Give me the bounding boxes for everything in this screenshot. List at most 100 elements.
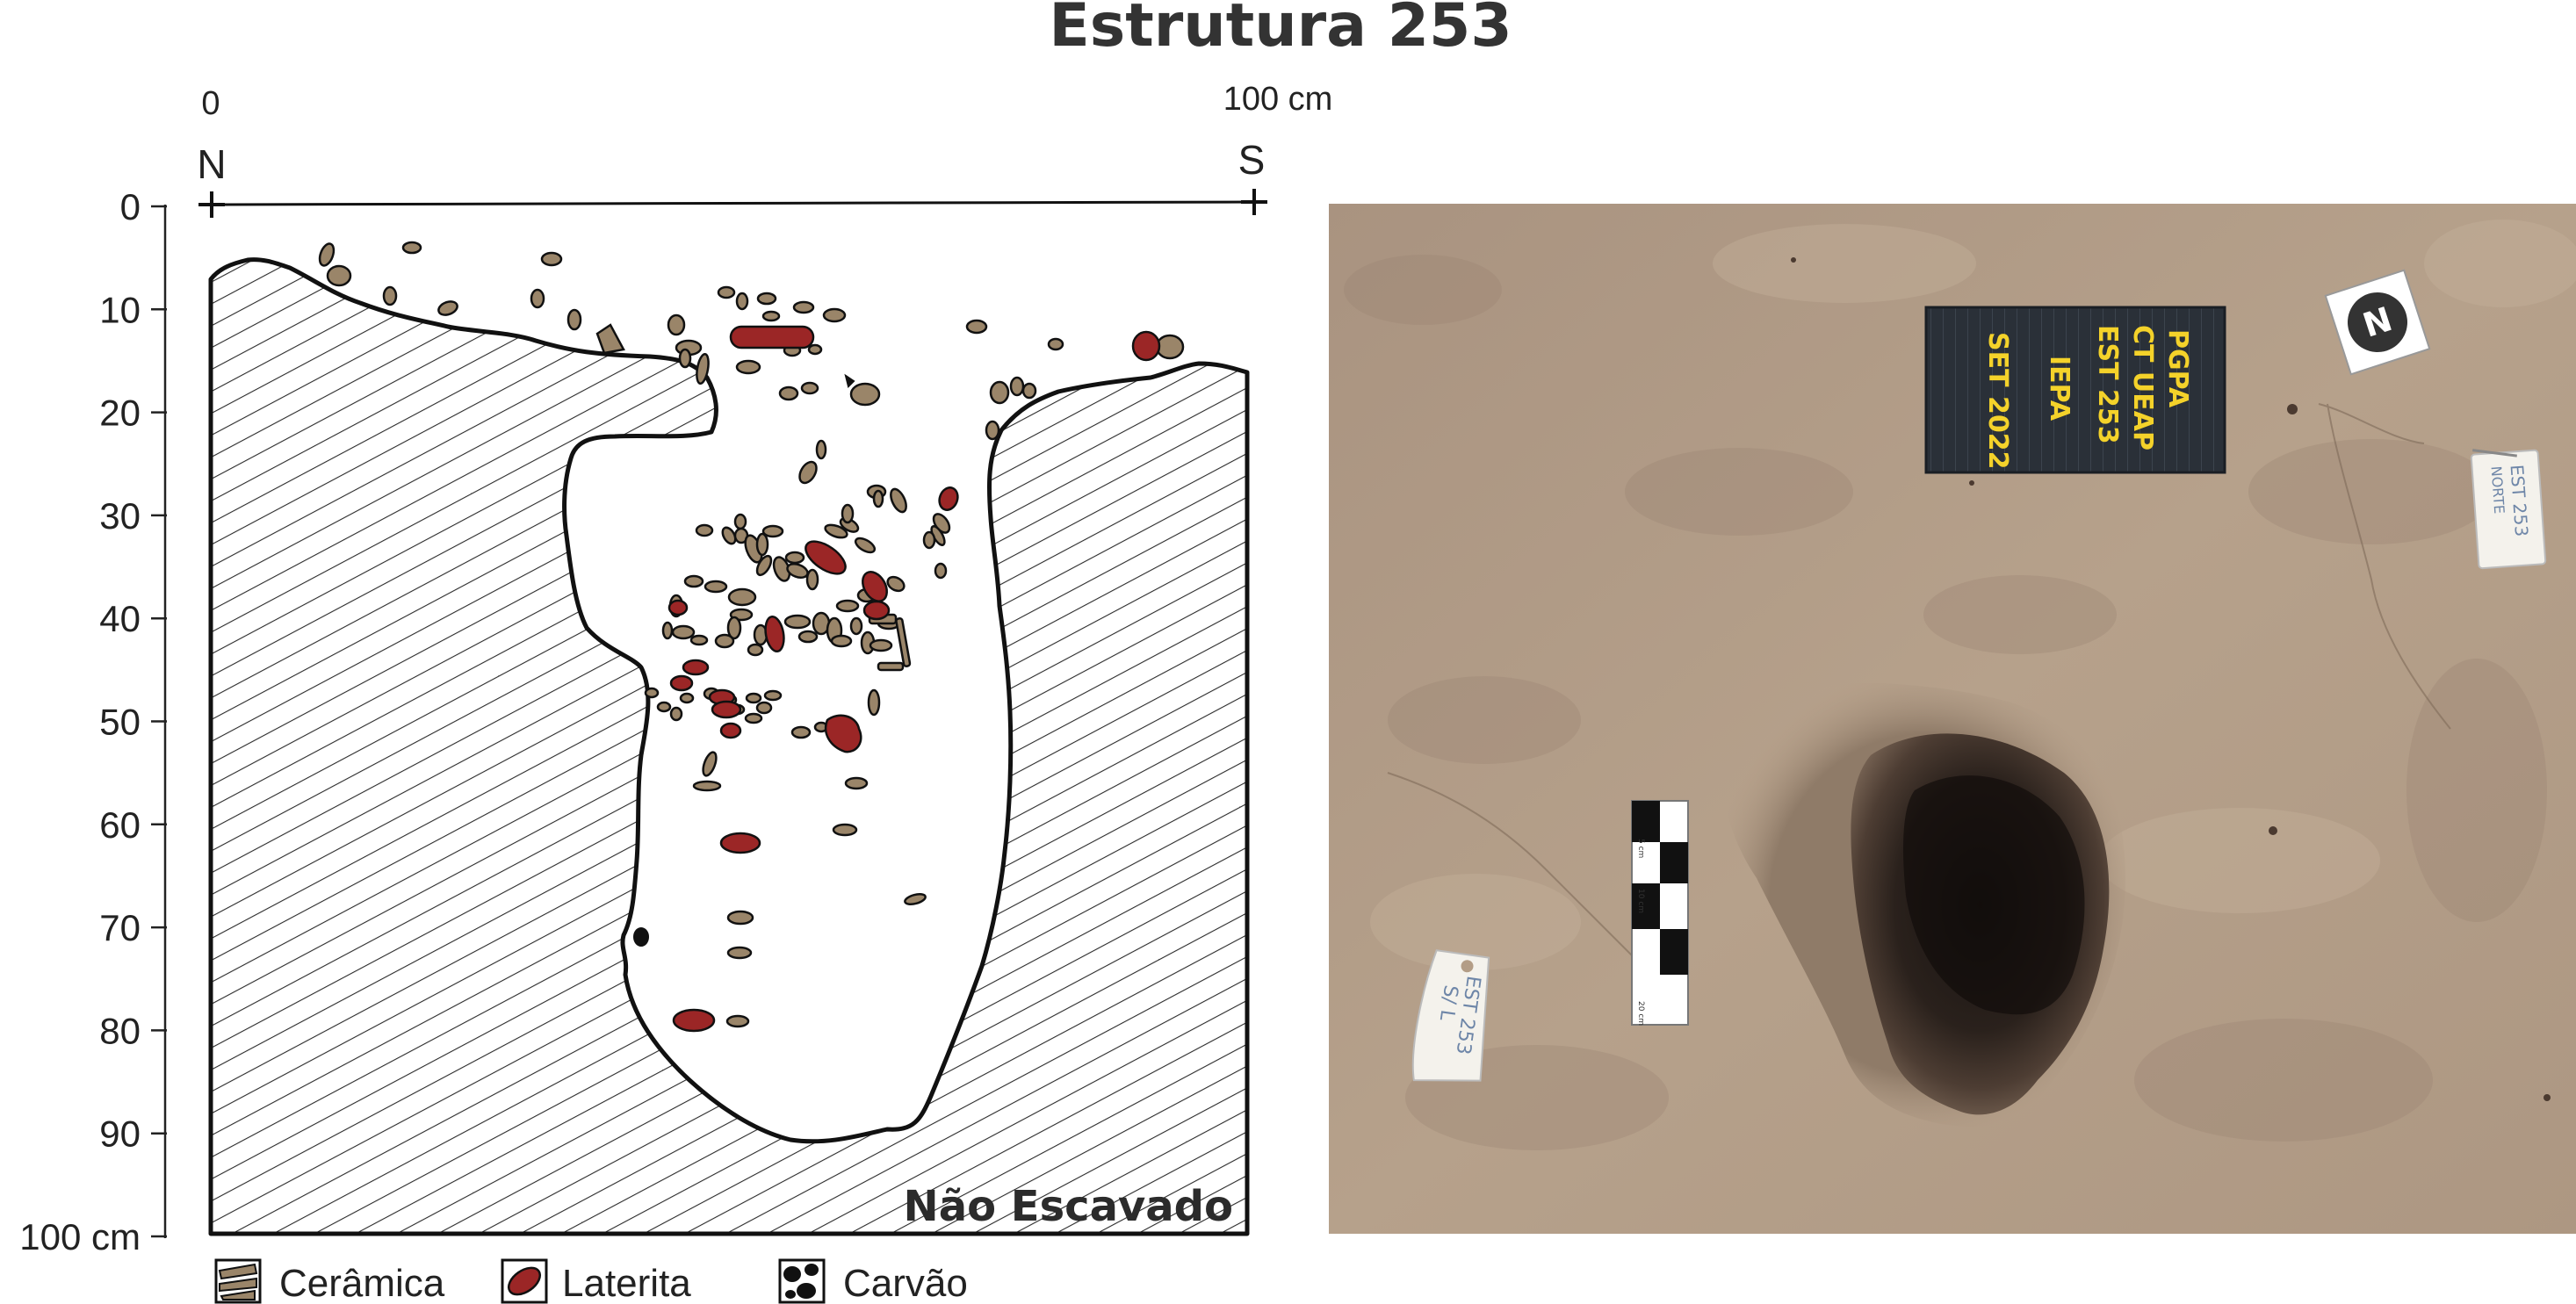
tag-right-line2: NORTE bbox=[2488, 465, 2508, 515]
unexcavated-label: Não Escavado bbox=[904, 1182, 1233, 1231]
artefact-layer bbox=[318, 241, 1185, 1033]
depth-ticks: 0 10 20 30 40 50 60 70 80 90 100 cm bbox=[19, 186, 167, 1257]
laterite-fragment bbox=[764, 615, 785, 653]
ceramic-fragment bbox=[755, 554, 773, 577]
north-cross-icon bbox=[198, 191, 225, 218]
ceramic-fragment bbox=[890, 487, 907, 514]
unexcavated-hatched-area: Não Escavado bbox=[208, 257, 1250, 1236]
excavation-photo: PGPA CT UEAP EST 253 IEPA SET 2022 N bbox=[1329, 204, 2576, 1234]
ceramic-fragment bbox=[726, 910, 754, 926]
ceramic-fragment bbox=[761, 310, 781, 322]
ceramic-fragment bbox=[800, 381, 819, 395]
depth-tick-label: 10 bbox=[99, 289, 141, 330]
ceramic-fragment bbox=[904, 893, 927, 905]
ceramic-fragment bbox=[683, 574, 704, 588]
ceramic-fragment bbox=[689, 634, 709, 646]
legend-item-ceramica: Cerâmica bbox=[214, 1258, 445, 1304]
laterite-fragment bbox=[862, 571, 888, 602]
laterite-fragment bbox=[669, 674, 694, 692]
scale-mark-20cm: 20 cm bbox=[1636, 1001, 1645, 1026]
top-scale-start-label: 0 bbox=[201, 85, 220, 122]
ceramic-fragment bbox=[841, 503, 855, 524]
depth-tick-label: 90 bbox=[99, 1113, 141, 1155]
ceramic-fragment bbox=[678, 348, 692, 369]
ceramic-fragment bbox=[886, 575, 906, 593]
ceramic-fragment bbox=[656, 701, 672, 713]
ceramic-fragment bbox=[726, 616, 742, 640]
tag-right: EST 253 NORTE bbox=[2470, 449, 2547, 570]
laterite-fragment bbox=[719, 832, 761, 854]
depth-tick-label: 60 bbox=[99, 804, 141, 846]
ceramic-fragment bbox=[895, 617, 912, 667]
ceramic-fragment bbox=[382, 285, 398, 306]
depth-tick-label: 70 bbox=[99, 907, 141, 948]
ceramic-fragment bbox=[797, 630, 819, 644]
scale-mark-5cm: 5 cm bbox=[1636, 839, 1645, 858]
ceramic-fragment bbox=[401, 241, 422, 255]
photo-scale-bar: 5 cm 10 cm 20 cm bbox=[1631, 800, 1689, 1026]
depth-tick-label: 100 cm bbox=[19, 1216, 141, 1257]
depth-tick-label: 40 bbox=[99, 598, 141, 639]
board-text-iepa: IEPA bbox=[2044, 356, 2075, 421]
ceramic-fragment bbox=[1009, 376, 1025, 397]
ceramic-fragment bbox=[1021, 382, 1037, 400]
ceramic-fragment bbox=[735, 359, 761, 375]
north-label: N bbox=[197, 141, 226, 187]
ceramic-fragment bbox=[745, 692, 762, 704]
tag-left: EST 253 S/ L bbox=[1411, 949, 1490, 1082]
laterite-fragment bbox=[805, 540, 847, 575]
ceramic-fragment bbox=[756, 292, 777, 306]
ceramic-fragment bbox=[922, 530, 936, 550]
ceramic-fragment bbox=[805, 568, 819, 591]
ceramic-fragment bbox=[761, 524, 784, 538]
ceramic-fragment bbox=[835, 599, 860, 613]
board-text-pgpa: PGPA bbox=[2162, 329, 2193, 408]
ceramic-swatch-icon bbox=[214, 1258, 262, 1304]
hatched-profile-shape bbox=[208, 257, 1250, 1236]
laterite-fragment bbox=[711, 700, 742, 719]
ceramic-fragment bbox=[744, 712, 763, 724]
laterite-fragment bbox=[729, 325, 815, 349]
soil-texture bbox=[1344, 255, 2547, 1150]
ceramic-fragment bbox=[985, 420, 1000, 441]
ceramic-fragment bbox=[1155, 334, 1185, 360]
ceramic-fragment bbox=[807, 343, 823, 356]
ceramic-fragment bbox=[692, 780, 722, 792]
ceramic-fragment bbox=[318, 242, 336, 267]
charcoal-fragments bbox=[633, 373, 855, 947]
ceramic-fragment bbox=[661, 621, 674, 640]
tag-left-line2: S/ L bbox=[1435, 983, 1462, 1022]
ceramic-fragment bbox=[717, 285, 736, 299]
scale-mark-10cm: 10 cm bbox=[1636, 889, 1645, 913]
ceramic-fragment bbox=[530, 288, 545, 309]
ceramic-fragment bbox=[778, 385, 799, 401]
legend-item-carvao: Carvão bbox=[778, 1258, 968, 1304]
charcoal-swatch-icon bbox=[778, 1258, 826, 1304]
ceramic-fragment bbox=[566, 308, 582, 331]
ceramic-fragment bbox=[849, 382, 881, 407]
ceramic-fragment bbox=[798, 460, 818, 485]
soil-lighter-patches bbox=[1370, 220, 2576, 970]
ceramic-fragment bbox=[644, 687, 660, 699]
depth-tick-label: 20 bbox=[99, 393, 141, 434]
ceramic-fragment bbox=[326, 264, 352, 287]
ceramic-fragment bbox=[725, 1014, 750, 1028]
north-arrow-icon bbox=[2348, 292, 2407, 353]
legend-label-carvao: Carvão bbox=[843, 1262, 968, 1304]
ceramic-fragment bbox=[540, 251, 563, 267]
ceramic-fragment bbox=[869, 638, 893, 652]
board-text-date: SET 2022 bbox=[1982, 332, 2013, 470]
legend-item-laterita: Laterita bbox=[501, 1258, 691, 1304]
ceramic-fragment bbox=[877, 661, 905, 672]
posthole-feature bbox=[1723, 682, 2125, 1127]
ceramic-fragment bbox=[714, 633, 735, 649]
page-title: Estrutura 253 bbox=[1049, 0, 1512, 61]
ceramic-fragment bbox=[867, 688, 881, 717]
ceramic-fragment bbox=[695, 523, 714, 537]
legend-label-ceramica: Cerâmica bbox=[279, 1262, 445, 1304]
identification-board: PGPA CT UEAP EST 253 IEPA SET 2022 bbox=[1924, 306, 2226, 474]
ceramic-fragment bbox=[824, 523, 848, 539]
ceramic-fragment bbox=[832, 823, 858, 837]
laterite-fragment bbox=[824, 714, 862, 753]
